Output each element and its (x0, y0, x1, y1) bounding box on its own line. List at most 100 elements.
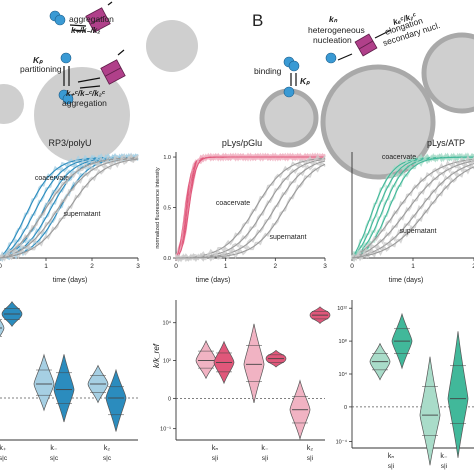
x-axis-label: time (days) (389, 277, 424, 284)
y-axis-label: normalized fluorescence intensity (155, 167, 161, 249)
fit-curve (351, 163, 474, 259)
group-sublabel: s|i (212, 455, 218, 462)
group-sublabel: s|c (50, 455, 59, 462)
x-tick-label: 2 (274, 263, 278, 270)
series-label-supernatant: supernatant (64, 211, 101, 218)
label-kp-b: Kₚ (300, 76, 310, 86)
x-tick-label: 0 (0, 263, 2, 270)
kinetics-chart-plys-atp: pLys/ATP 0 1 2 coacervate supernatant time (… (350, 138, 474, 284)
fit-curve (175, 156, 325, 259)
group-sublabel: s|i (441, 463, 447, 470)
x-tick-label: 1 (224, 263, 228, 270)
x-tick-label: 1 (411, 263, 415, 270)
aggregate-icon (354, 33, 378, 57)
fit-curve (351, 160, 474, 259)
arrow-icon (79, 85, 101, 89)
arrow-icon (107, 1, 113, 6)
group-label: k₊ (0, 445, 7, 452)
droplet-main (34, 67, 130, 163)
chart-title: pLys/ATP (427, 138, 465, 148)
y-tick-label: 1.0 (163, 155, 171, 161)
series-label-coacervate: coacervate (216, 200, 250, 207)
series-label-supernatant: supernatant (270, 234, 307, 241)
group-label: k₂ (307, 445, 314, 452)
label-aggregation-top: aggregation (69, 14, 114, 24)
violin-supernatant (195, 339, 217, 380)
y-tick-label: 0.5 (163, 206, 171, 212)
chart-title: RP3/polyU (48, 138, 91, 148)
y-tick-label: 10⁻¹ (160, 427, 171, 433)
schematic-panel-b: B binding Kₚ kₙ heterogeneous nucleation… (252, 11, 474, 180)
label-partitioning: partitioning (20, 64, 62, 74)
x-tick-label: 3 (136, 263, 140, 270)
monomer-icon (60, 52, 72, 64)
label-kn: kₙ (329, 14, 338, 24)
monomer-icon (325, 52, 337, 64)
arrow-icon (374, 29, 392, 39)
arrow-icon (77, 77, 101, 83)
group-label: kₙ (212, 445, 219, 452)
violin-chart-plys-pglu: k/k_ref 10⁻¹ 0 10² 10⁴ kₙ s|i k₋ s|i k₂ s|i (152, 300, 331, 462)
fit-curve (176, 163, 326, 259)
violin-supernatant (419, 356, 441, 466)
violin-coacervate (53, 354, 75, 423)
data-scatter (175, 152, 326, 259)
x-tick-label: 0 (174, 263, 178, 270)
data-scatter (175, 152, 326, 259)
droplet-left-bottom (0, 84, 24, 124)
label-aggregation-bottom: aggregation (62, 98, 107, 108)
fit-curve (0, 158, 139, 259)
label-heterogeneous: heterogeneous (308, 25, 365, 35)
monomer-icon (283, 56, 300, 72)
y-tick-label: 0.0 (163, 256, 171, 262)
y-axis-label: k/k_ref (152, 343, 161, 368)
group-label: kₙ (388, 453, 395, 460)
y-tick-label: 10⁴ (163, 320, 172, 327)
x-axis-label: time (days) (196, 277, 231, 284)
kinetics-chart-rp3-polyu: RP3/polyU 0 1 2 3 coacervate supernatant time… (0, 138, 140, 284)
label-nucleation: nucleation (313, 35, 352, 45)
group-label: k₋ (440, 453, 448, 460)
kinetics-chart-plys-pglu: pLys/pGlu 0 1 2 3 0.0 0.5 1.0 coacervate superna… (155, 138, 327, 284)
data-scatter (175, 152, 326, 261)
arrow-icon (69, 24, 87, 27)
violin-chart-plys-atp: 10⁻⁴ 0 10⁴ 10⁸ 10¹² kₙ s|i k₋ s|i (336, 300, 474, 470)
x-tick-label: 3 (323, 263, 327, 270)
y-tick-label: 10⁸ (339, 338, 347, 345)
label-kp: Kₚ (33, 55, 43, 65)
droplet-right (421, 32, 474, 114)
data-scatter (175, 152, 326, 257)
droplet-top-right (146, 20, 198, 72)
label-rates-bottom: k₊ᶜ/k₋ᶜ/k₂ᶜ (66, 89, 106, 98)
data-scatter (351, 152, 474, 258)
droplet-large (320, 64, 436, 180)
y-tick-label: 10⁻⁴ (336, 438, 348, 445)
y-tick-label: 0 (344, 405, 347, 411)
group-label: k₂ (104, 445, 111, 452)
fit-curve (0, 157, 139, 259)
data-scatter (175, 161, 326, 263)
label-rates-top: k₊/k₋/k₂ (71, 26, 100, 35)
fit-curve (351, 166, 474, 259)
violin-chart-rp3-polyu: k₊ s|c k₋ s|c k₂ s|c (0, 301, 138, 462)
monomer-icon (49, 10, 66, 26)
series-label-coacervate: coacervate (35, 175, 69, 182)
data-scatter (175, 158, 326, 263)
monomer-icon (58, 89, 74, 105)
violin-supernatant (243, 323, 265, 403)
label-binding: binding (254, 66, 282, 76)
y-tick-label: 0 (168, 396, 171, 402)
y-tick-label: 10² (163, 359, 171, 365)
x-axis-label: time (days) (53, 277, 88, 284)
data-scatter (0, 152, 139, 260)
series-label-supernatant: supernatant (400, 228, 437, 235)
arrow-icon (337, 53, 353, 61)
violin-supernatant (33, 353, 55, 412)
data-scatter (0, 154, 139, 262)
x-tick-label: 2 (472, 263, 474, 270)
monomer-icon (283, 86, 295, 98)
group-label: k₋ (50, 445, 58, 452)
x-tick-label: 2 (90, 263, 94, 270)
x-tick-label: 1 (44, 263, 48, 270)
